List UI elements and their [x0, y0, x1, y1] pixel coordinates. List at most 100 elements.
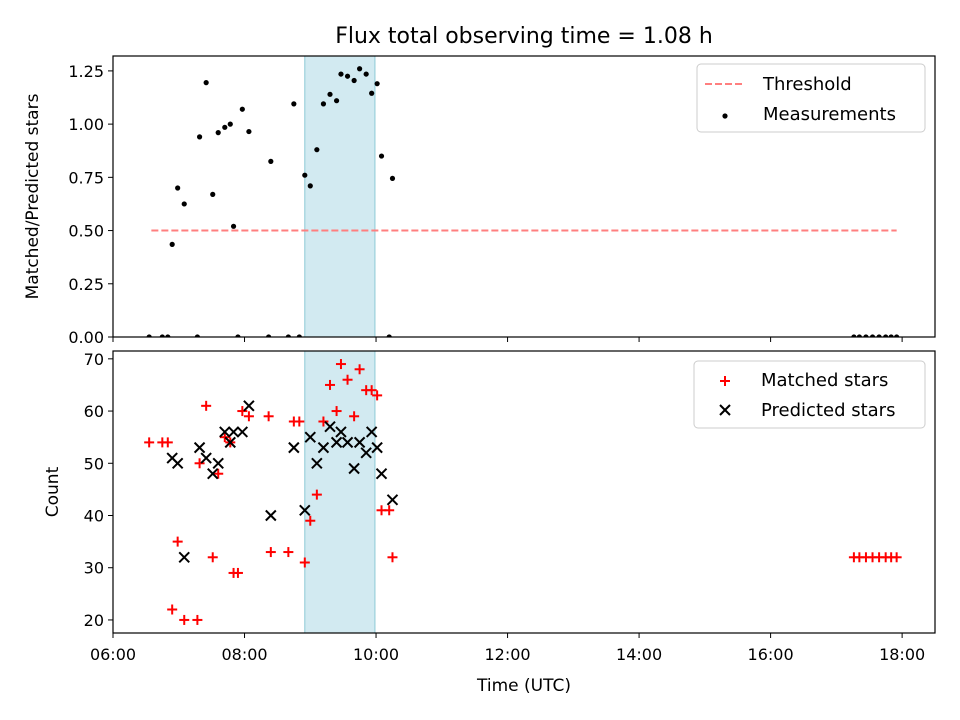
axes-frame — [112, 55, 936, 338]
x-b — [166, 452, 178, 464]
measurement-point — [851, 334, 857, 337]
measurement-point — [181, 201, 187, 207]
y-tick-label: 20 — [84, 611, 104, 630]
matched-star-point — [219, 432, 230, 443]
legend-box — [696, 63, 926, 133]
matched-star-point — [384, 505, 395, 516]
matched-star-point — [179, 614, 190, 625]
matched-star-point — [283, 547, 294, 558]
x-b — [224, 436, 236, 449]
predicted-star-point — [371, 441, 383, 454]
x-b — [317, 441, 330, 454]
predicted-star-point — [236, 426, 249, 438]
predicted-star-point — [288, 441, 300, 454]
matched-star-point — [294, 416, 305, 427]
top-panel: 0.00 0.25 0.50 0.75 1.00 1.25 Matched/Predicte… — [23, 55, 936, 347]
series-measurements — [146, 66, 900, 337]
matched-star-point — [207, 552, 218, 563]
predicted-star-point — [386, 494, 399, 506]
measurement-point — [888, 334, 894, 337]
x-b — [360, 447, 372, 459]
y-tick-label: 0.25 — [68, 275, 104, 294]
measurement-point — [307, 183, 313, 189]
matched-star-point — [305, 515, 316, 526]
measurement-point — [876, 334, 882, 337]
x-b — [178, 551, 190, 563]
measurement-point — [268, 158, 274, 164]
legend-measurement-swatch — [722, 113, 728, 119]
measurement-point — [374, 81, 380, 87]
x-b — [171, 457, 184, 469]
predicted-star-point — [348, 462, 360, 475]
matched-star-point — [354, 364, 365, 375]
y-axis-label: Matched/Predicted stars — [23, 93, 43, 299]
series-matched-stars — [144, 359, 902, 625]
measurement-point — [363, 71, 369, 77]
x-b — [265, 509, 277, 522]
matched-star-point — [232, 567, 243, 578]
predicted-star-point — [265, 509, 277, 522]
measurement-point — [285, 334, 291, 337]
x-tick-label: 16:00 — [748, 645, 794, 664]
measurement-point — [389, 175, 396, 182]
measurement-point — [357, 66, 363, 72]
measurement-point — [386, 334, 392, 337]
measurement-point — [333, 98, 340, 104]
predicted-star-point — [193, 441, 206, 454]
predicted-star-point — [341, 436, 354, 449]
y-tick-label: 1.25 — [68, 62, 104, 81]
matched-star-point — [891, 552, 902, 563]
legend-matched-label: Matched stars — [761, 370, 888, 391]
x-b — [193, 441, 206, 454]
x-tick-label: 12:00 — [485, 645, 531, 664]
x-axis-label: Time (UTC) — [476, 676, 571, 696]
y-tick-label: 0.50 — [68, 222, 104, 241]
x-b — [207, 468, 219, 480]
matched-star-point — [192, 614, 203, 625]
matched-star-point — [263, 411, 274, 422]
x-b — [353, 436, 366, 449]
chart-title: Flux total observing time = 1.08 h — [335, 24, 713, 49]
predicted-star-point — [178, 551, 190, 563]
x-b — [386, 494, 399, 506]
x-tick-label: 10:00 — [353, 645, 399, 664]
predicted-star-point — [324, 421, 336, 433]
x-b — [243, 400, 255, 412]
y-tick-label: 60 — [84, 402, 104, 421]
measurement-point — [235, 334, 241, 337]
observing-window-span — [304, 350, 376, 634]
x-b — [227, 426, 240, 438]
legend-measurement-label: Measurements — [763, 104, 896, 125]
matched-star-point — [265, 547, 276, 558]
x-b — [212, 457, 224, 469]
legend-predicted-label: Predicted stars — [761, 400, 895, 421]
predicted-star-point — [243, 400, 255, 412]
x-b — [200, 452, 212, 464]
x-b — [288, 441, 300, 454]
measurement-point — [159, 334, 165, 337]
predicted-star-point — [227, 426, 240, 438]
measurement-point — [165, 334, 171, 337]
y-tick-label: 0.75 — [68, 168, 104, 187]
matched-star-point — [144, 437, 155, 448]
predicted-star-point — [375, 468, 388, 480]
measurement-point — [239, 106, 245, 112]
legend-box — [693, 360, 926, 429]
predicted-star-point — [171, 457, 184, 469]
y-tick-label: 0.00 — [68, 328, 104, 347]
measurement-point — [296, 334, 302, 337]
observing-window-span — [304, 55, 376, 338]
matched-star-point — [299, 557, 310, 568]
measurement-point — [227, 121, 233, 127]
measurement-point — [230, 223, 237, 229]
measurement-point — [883, 334, 889, 337]
measurement-point — [869, 334, 876, 337]
predicted-star-point — [224, 436, 236, 449]
measurement-point — [302, 172, 308, 178]
x-b — [335, 426, 347, 438]
measurement-point — [210, 191, 216, 197]
x-tick-label: 06:00 — [90, 645, 136, 664]
bottom-panel: 20 30 40 50 60 70 06:00 08:00 10:00 12:00 14:00 16:… — [43, 350, 936, 696]
legend-threshold-label: Threshold — [762, 74, 852, 95]
y-tick-label: 70 — [84, 350, 104, 369]
